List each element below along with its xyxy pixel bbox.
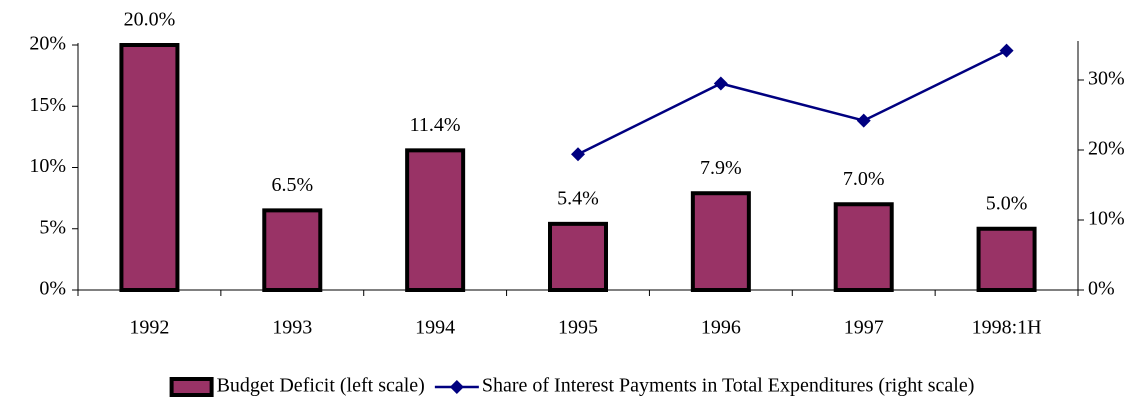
bar [119,43,180,292]
y2-tick-label: 30% [1088,68,1125,90]
bar [690,191,751,293]
y2-tick-label: 0% [1088,278,1115,300]
data-label: 11.4% [410,114,461,136]
marker [713,76,728,91]
bar [833,202,894,292]
data-label: 7.9% [700,157,742,179]
data-label: 6.5% [271,174,313,196]
y2-tick-label: 10% [1088,208,1125,230]
x-tick-label: 1998:1H [972,317,1042,339]
data-label: 5.4% [557,187,599,209]
legend-label: Share of Interest Payments in Total Expe… [482,375,975,397]
y-tick-label: 20% [29,33,66,55]
x-tick-label: 1997 [844,317,884,339]
y2-tick-label: 20% [1088,138,1125,160]
legend-marker [449,380,464,394]
marker [999,43,1014,58]
y-tick-label: 5% [39,216,66,238]
y-tick-label: 0% [39,278,66,300]
bar [548,221,608,293]
x-tick-label: 1993 [272,317,312,339]
data-label: 7.0% [843,168,885,190]
data-label: 20.0% [124,9,176,31]
marker [856,113,871,128]
y-tick-label: 10% [29,155,66,177]
x-tick-label: 1995 [558,317,598,339]
x-tick-label: 1994 [415,317,455,339]
line [577,49,1008,156]
bar [262,208,323,292]
x-tick-label: 1996 [701,317,741,339]
x-tick-label: 1992 [129,317,169,339]
bar [405,148,466,292]
bar [976,226,1037,292]
legend-swatch [169,377,214,397]
y-tick-label: 15% [29,94,66,116]
marker [571,147,585,162]
data-label: 5.0% [986,192,1028,214]
legend-label: Budget Deficit (left scale) [217,375,425,397]
